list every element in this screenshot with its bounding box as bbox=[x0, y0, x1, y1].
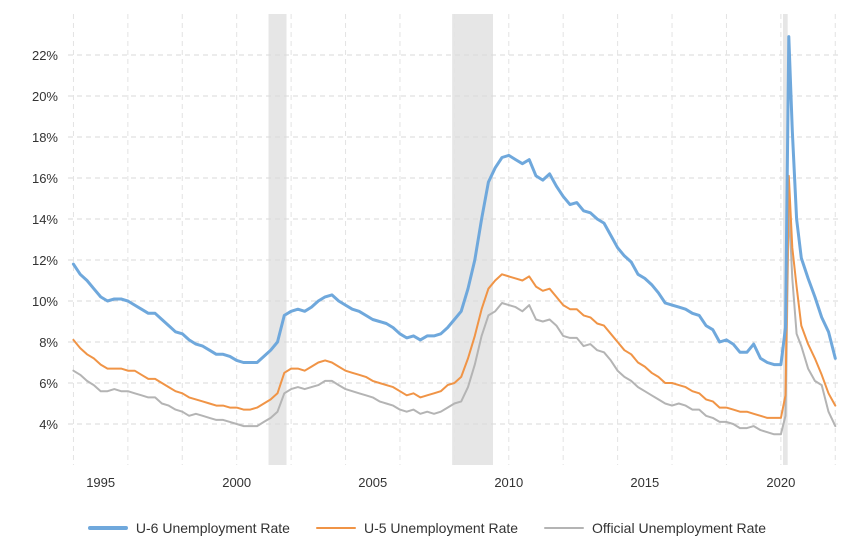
recession-band-1 bbox=[452, 14, 493, 465]
legend-swatch-u5 bbox=[315, 527, 356, 529]
recession-bands bbox=[268, 14, 788, 465]
legend-label-u5: U-5 Unemployment Rate bbox=[363, 520, 519, 536]
legend-swatch-u6 bbox=[87, 526, 128, 530]
unemployment-chart: 4% 6% 8% 10% 12% 14% 16% 18% 20% 22% 1995 2000 2005 2… bbox=[32, 14, 838, 490]
legend-label-official: Official Unemployment Rate bbox=[592, 520, 767, 536]
y-tick-label: 4% bbox=[39, 417, 58, 432]
legend-item-u5[interactable]: U-5 Unemployment Rate bbox=[315, 520, 519, 536]
series-lines bbox=[71, 35, 837, 436]
series-line-2 bbox=[72, 203, 837, 436]
y-tick-label: 22% bbox=[32, 48, 58, 63]
y-tick-label: 6% bbox=[39, 376, 58, 391]
series-line-0 bbox=[71, 35, 837, 367]
y-tick-label: 12% bbox=[32, 253, 58, 268]
x-tick-label: 2010 bbox=[494, 475, 523, 490]
y-tick-label: 8% bbox=[39, 335, 58, 350]
legend-item-official[interactable]: Official Unemployment Rate bbox=[544, 520, 766, 536]
x-tick-label: 2005 bbox=[358, 475, 387, 490]
legend-item-u6[interactable]: U-6 Unemployment Rate bbox=[87, 520, 290, 536]
y-tick-label: 14% bbox=[32, 212, 58, 227]
y-tick-label: 18% bbox=[32, 130, 58, 145]
chart-legend: U-6 Unemployment Rate U-5 Unemployment R… bbox=[0, 516, 854, 540]
y-tick-label: 10% bbox=[32, 294, 58, 309]
recession-band-0 bbox=[268, 14, 287, 465]
x-tick-label: 2015 bbox=[630, 475, 659, 490]
y-tick-label: 20% bbox=[32, 89, 58, 104]
legend-label-u6: U-6 Unemployment Rate bbox=[135, 520, 290, 536]
legend-swatch-official bbox=[544, 527, 585, 529]
series-line-1 bbox=[72, 174, 837, 419]
y-tick-label: 16% bbox=[32, 171, 58, 186]
x-tick-label: 2000 bbox=[222, 475, 251, 490]
x-tick-label: 1995 bbox=[86, 475, 115, 490]
gridlines bbox=[68, 14, 838, 465]
x-tick-label: 2020 bbox=[766, 475, 795, 490]
axis-tick-labels: 4% 6% 8% 10% 12% 14% 16% 18% 20% 22% 1995 2000 2005 2… bbox=[32, 48, 795, 490]
